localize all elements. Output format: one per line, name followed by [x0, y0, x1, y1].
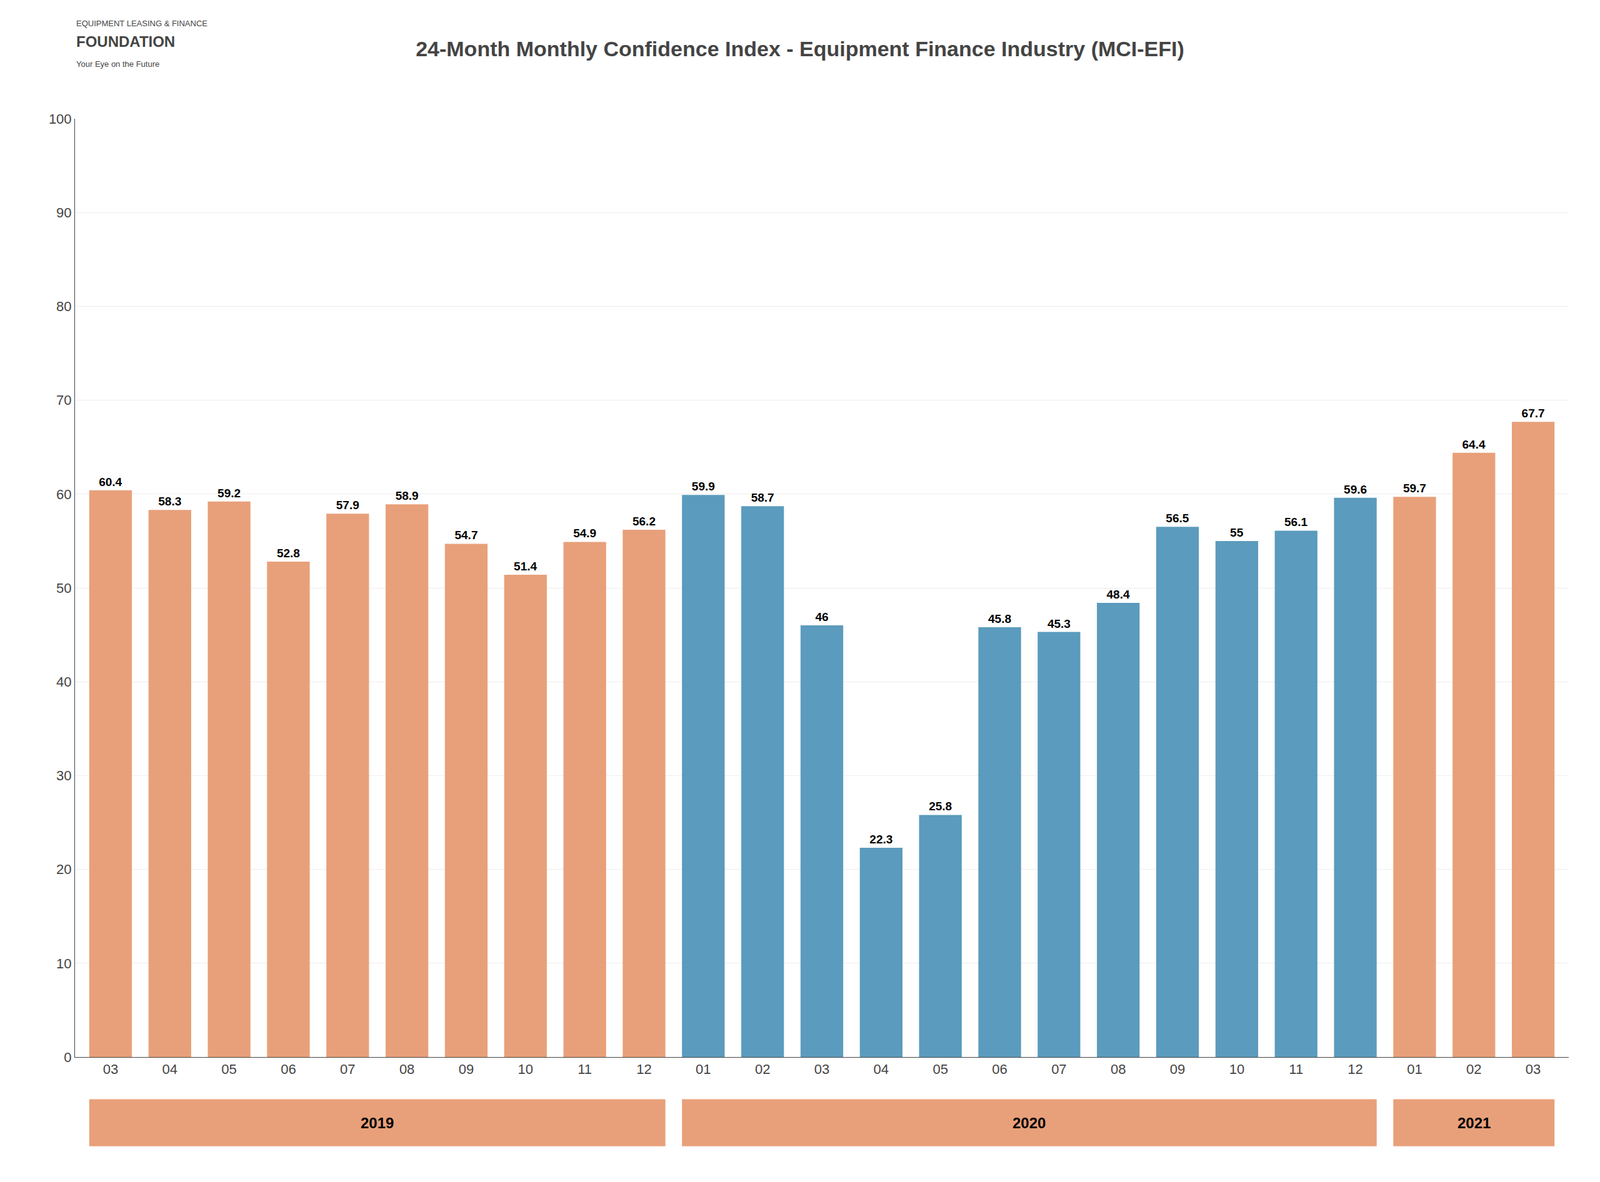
svg-text:10: 10 — [1229, 1061, 1245, 1078]
svg-text:90: 90 — [56, 205, 72, 221]
svg-text:64.4: 64.4 — [1462, 438, 1486, 452]
svg-text:58.3: 58.3 — [158, 495, 182, 509]
svg-text:08: 08 — [1110, 1061, 1126, 1078]
svg-text:2019: 2019 — [360, 1115, 394, 1132]
svg-text:03: 03 — [814, 1061, 830, 1078]
svg-text:01: 01 — [695, 1061, 711, 1078]
svg-text:05: 05 — [221, 1061, 237, 1078]
svg-text:50: 50 — [56, 580, 72, 597]
svg-text:01: 01 — [1406, 1061, 1422, 1078]
svg-text:54.9: 54.9 — [573, 526, 597, 540]
svg-text:54.7: 54.7 — [454, 528, 478, 542]
svg-text:45.8: 45.8 — [988, 612, 1012, 626]
svg-text:Your Eye on the Future: Your Eye on the Future — [76, 59, 160, 69]
svg-text:58.9: 58.9 — [395, 489, 419, 503]
svg-text:EQUIPMENT LEASING & FINANCE: EQUIPMENT LEASING & FINANCE — [76, 18, 208, 29]
svg-text:70: 70 — [56, 392, 72, 409]
svg-text:51.4: 51.4 — [513, 560, 537, 574]
svg-text:40: 40 — [56, 674, 72, 690]
svg-text:08: 08 — [399, 1061, 415, 1078]
svg-text:59.7: 59.7 — [1403, 481, 1427, 495]
svg-text:60.4: 60.4 — [98, 475, 122, 489]
svg-text:57.9: 57.9 — [336, 498, 360, 512]
svg-text:03: 03 — [1525, 1061, 1541, 1078]
svg-text:48.4: 48.4 — [1106, 588, 1130, 602]
svg-text:56.2: 56.2 — [632, 515, 656, 529]
svg-text:04: 04 — [873, 1061, 889, 1078]
svg-text:05: 05 — [932, 1061, 948, 1078]
svg-text:58.7: 58.7 — [751, 491, 775, 505]
svg-text:07: 07 — [340, 1061, 355, 1078]
svg-text:02: 02 — [755, 1061, 770, 1078]
svg-text:46: 46 — [815, 610, 829, 624]
svg-text:59.2: 59.2 — [217, 486, 241, 500]
svg-text:56.5: 56.5 — [1165, 511, 1189, 525]
svg-text:59.9: 59.9 — [691, 480, 715, 494]
svg-text:45.3: 45.3 — [1047, 617, 1071, 631]
svg-text:04: 04 — [162, 1061, 178, 1078]
svg-text:09: 09 — [458, 1061, 474, 1078]
svg-text:03: 03 — [103, 1061, 119, 1078]
svg-text:55: 55 — [1230, 526, 1244, 540]
svg-text:07: 07 — [1051, 1061, 1067, 1078]
svg-text:10: 10 — [518, 1061, 534, 1078]
svg-text:56.1: 56.1 — [1284, 515, 1308, 529]
svg-text:60: 60 — [56, 486, 72, 503]
svg-text:10: 10 — [56, 956, 72, 972]
svg-text:24-Month Monthly Confidence In: 24-Month Monthly Confidence Index - Equi… — [415, 36, 1185, 61]
svg-text:20: 20 — [56, 861, 72, 878]
svg-text:22.3: 22.3 — [869, 833, 893, 847]
svg-text:25.8: 25.8 — [928, 800, 952, 814]
svg-text:06: 06 — [280, 1061, 296, 1078]
svg-text:FOUNDATION: FOUNDATION — [76, 33, 175, 50]
svg-text:0: 0 — [63, 1050, 72, 1066]
svg-text:100: 100 — [48, 111, 72, 127]
svg-text:12: 12 — [636, 1061, 652, 1078]
svg-text:30: 30 — [56, 768, 72, 784]
svg-text:02: 02 — [1466, 1061, 1482, 1078]
svg-text:06: 06 — [991, 1061, 1007, 1078]
svg-text:2020: 2020 — [1012, 1115, 1046, 1132]
svg-text:12: 12 — [1347, 1061, 1363, 1078]
svg-text:67.7: 67.7 — [1521, 406, 1545, 420]
svg-text:09: 09 — [1170, 1061, 1185, 1078]
svg-text:80: 80 — [56, 298, 72, 315]
svg-text:52.8: 52.8 — [276, 546, 300, 560]
svg-text:2021: 2021 — [1457, 1115, 1491, 1132]
svg-text:11: 11 — [1288, 1061, 1304, 1078]
svg-text:11: 11 — [577, 1061, 592, 1078]
svg-text:59.6: 59.6 — [1343, 483, 1367, 497]
